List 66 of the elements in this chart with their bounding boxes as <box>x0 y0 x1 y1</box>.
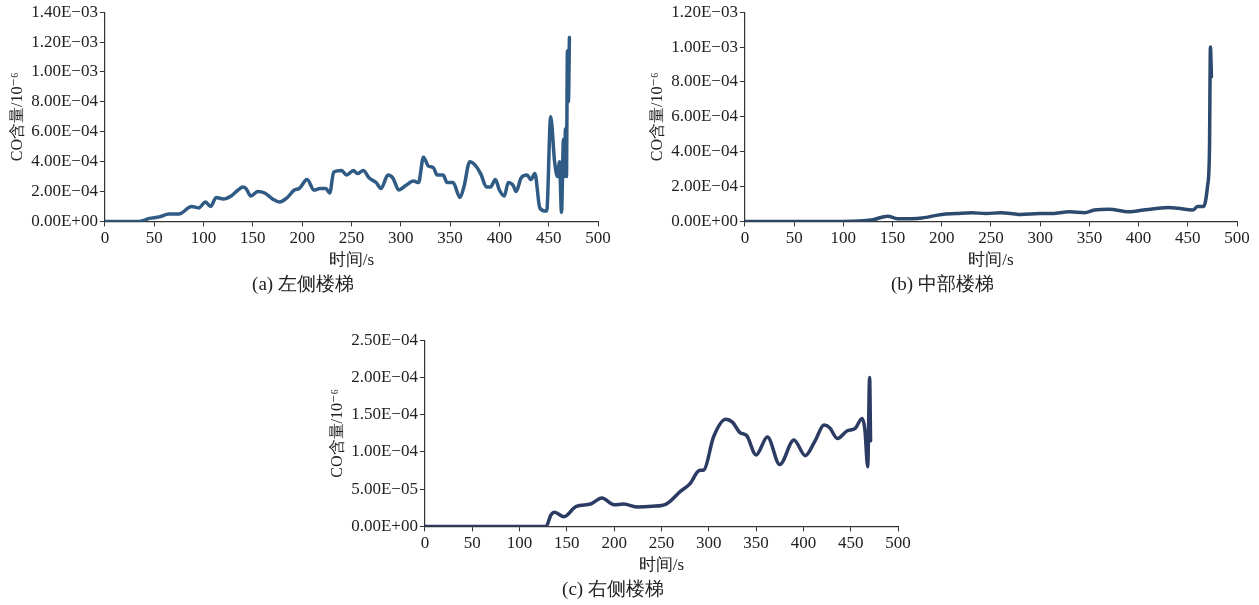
y-tick-label: 2.50E−04 <box>351 329 419 349</box>
x-tick-label: 300 <box>388 228 414 248</box>
x-tick-label: 100 <box>506 533 533 553</box>
x-tick-label: 0 <box>100 228 110 248</box>
y-tick-label: 2.00E−04 <box>671 176 739 195</box>
x-tick-label: 50 <box>145 228 163 248</box>
x-tick-label: 400 <box>790 533 817 553</box>
x-tick-label: 50 <box>785 228 803 248</box>
y-tick-label: 6.00E−04 <box>31 121 99 141</box>
x-tick-label: 500 <box>585 228 611 248</box>
x-tick-label: 250 <box>978 228 1004 248</box>
y-tick-label: 4.00E−04 <box>31 151 99 171</box>
line-series <box>104 35 572 222</box>
y-tick-label: 1.00E−03 <box>671 36 738 56</box>
x-tick-label: 200 <box>601 533 627 553</box>
x-tick-label: 500 <box>885 533 911 553</box>
x-tick-label: 350 <box>743 533 769 553</box>
x-tick-label: 50 <box>463 533 481 553</box>
y-tick-label: 0.00E+00 <box>351 515 418 535</box>
y-tick-label: 0.00E+00 <box>31 210 98 230</box>
x-tick-label: 300 <box>696 533 722 553</box>
x-tick-label: 200 <box>289 228 315 248</box>
x-tick-label: 100 <box>190 228 217 248</box>
text: (b) 中部楼梯 <box>891 272 994 295</box>
y-tick-label: 1.40E−03 <box>31 1 98 21</box>
y-tick-label: 1.00E−03 <box>31 61 98 81</box>
y-tick-label: 2.00E−04 <box>31 180 99 200</box>
y-tick-label: 8.00E−04 <box>31 91 99 111</box>
y-tick-label: 1.50E−04 <box>351 404 419 424</box>
x-tick-label: 450 <box>1175 228 1201 248</box>
x-tick-label: 250 <box>648 533 675 553</box>
y-tick-label: 5.00E−05 <box>351 478 418 498</box>
y-tick-label: 2.00E−04 <box>351 366 419 386</box>
x-axis-title: 时间/s <box>328 250 375 270</box>
y-axis-title: CO含量/10⁻⁶ <box>647 72 665 162</box>
line-series <box>424 375 873 527</box>
y-axis-title: CO含量/10⁻⁶ <box>7 72 25 162</box>
x-tick-label: 100 <box>830 228 857 248</box>
y-axis-title: CO含量/10⁻⁶ <box>327 388 345 478</box>
y-tick-label: 4.00E−04 <box>671 141 739 161</box>
text: (c) 右侧楼梯 <box>562 577 664 600</box>
x-tick-label: 0 <box>740 228 750 248</box>
line-series <box>744 45 1214 222</box>
x-tick-label: 450 <box>535 228 562 248</box>
x-tick-label: 150 <box>879 228 906 248</box>
x-tick-label: 250 <box>338 228 365 248</box>
x-tick-label: 400 <box>486 228 513 248</box>
x-tick-label: 500 <box>1224 228 1250 248</box>
x-axis-title: 时间/s <box>638 555 685 575</box>
x-tick-label: 200 <box>929 228 955 248</box>
x-tick-label: 350 <box>437 228 463 248</box>
x-axis-title: 时间/s <box>968 250 1014 270</box>
y-tick-label: 1.20E−03 <box>671 1 738 21</box>
y-tick-label: 8.00E−04 <box>671 71 739 91</box>
x-tick-label: 300 <box>1027 228 1053 248</box>
x-tick-label: 150 <box>240 228 266 248</box>
y-tick-label: 0.00E+00 <box>671 210 738 230</box>
y-tick-label: 6.00E−04 <box>671 106 739 126</box>
x-tick-label: 0 <box>420 533 430 553</box>
x-tick-label: 450 <box>837 533 864 553</box>
y-tick-label: 1.20E−03 <box>31 31 98 51</box>
x-tick-label: 350 <box>1076 228 1103 248</box>
x-tick-label: 150 <box>554 533 580 553</box>
x-tick-label: 400 <box>1125 228 1152 248</box>
text: (a) 左侧楼梯 <box>252 272 354 295</box>
y-tick-label: 1.00E−04 <box>351 441 419 461</box>
